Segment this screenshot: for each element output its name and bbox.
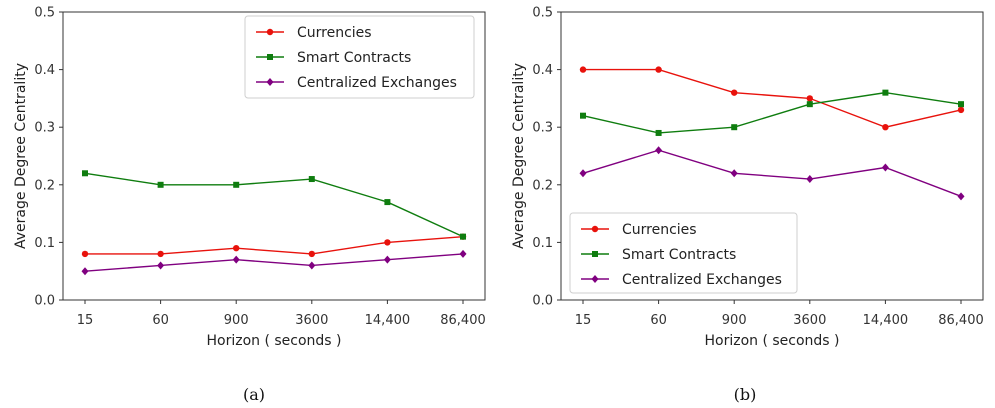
data-point (806, 95, 813, 102)
legend: Currencies Smart Contracts Centralized Exc… (569, 212, 798, 294)
data-point (957, 106, 965, 114)
data-point (157, 181, 164, 188)
x-tick-label: 60 (650, 313, 667, 328)
series-currencies (81, 233, 467, 258)
data-point (579, 66, 587, 73)
legend-label: Smart Contracts (622, 247, 736, 263)
data-point (157, 250, 164, 258)
data-point (308, 250, 315, 258)
y-tick-label: 0.2 (532, 178, 553, 193)
series-line (84, 172, 464, 238)
legend-box (569, 212, 798, 294)
legend-box (244, 15, 475, 99)
series-line (582, 91, 962, 134)
x-tick-label: 15 (77, 313, 94, 328)
y-tick-label: 0.5 (34, 6, 55, 21)
data-point (232, 255, 240, 264)
data-point (730, 169, 738, 178)
legend-label: Centralized Exchanges (622, 272, 782, 288)
data-point (655, 146, 663, 155)
legend-marker (266, 28, 274, 36)
data-point (882, 89, 889, 96)
legend-marker (592, 251, 598, 257)
y-tick-label: 0.4 (532, 63, 553, 78)
series-currencies (579, 66, 965, 131)
chart-panel-1: 0.0 0.1 0.2 0.3 0.4 0.5 15 60 900 3600 14,400 86,40… (13, 6, 486, 405)
x-tick-label: 900 (224, 313, 249, 328)
x-tick-label: 86,400 (440, 313, 486, 328)
series-smart-contracts (580, 89, 964, 136)
legend-label: Currencies (622, 222, 697, 238)
series-centralized-exchanges (579, 146, 965, 201)
legend: Currencies Smart Contracts Centralized Exc… (244, 15, 475, 99)
legend-marker (266, 78, 274, 86)
panel-label: (b) (734, 385, 757, 404)
data-point (81, 267, 89, 276)
y-tick-label: 0.1 (34, 236, 55, 251)
legend-label: Smart Contracts (297, 50, 411, 66)
x-tick-label: 3600 (793, 313, 826, 328)
x-tick-label: 14,400 (365, 313, 411, 328)
legend-label: Currencies (297, 25, 372, 41)
data-point (157, 261, 165, 270)
data-point (806, 175, 814, 184)
y-tick-label: 0.0 (34, 294, 55, 309)
y-axis-label: Average Degree Centrality (13, 63, 29, 249)
data-point (882, 124, 889, 131)
data-point (731, 89, 738, 96)
y-tick-label: 0.2 (34, 178, 55, 193)
data-point (459, 249, 467, 258)
y-tick-label: 0.1 (532, 236, 553, 251)
data-point (655, 66, 662, 73)
data-point (384, 239, 391, 246)
y-tick-label: 0.3 (532, 121, 553, 136)
data-point (308, 176, 315, 183)
x-tick-label: 14,400 (863, 313, 909, 328)
data-point (82, 170, 88, 177)
data-point (958, 101, 964, 108)
data-point (460, 233, 466, 240)
data-point (579, 169, 587, 178)
series-line (582, 149, 962, 197)
y-tick-label: 0.3 (34, 121, 55, 136)
x-tick-label: 3600 (295, 313, 328, 328)
data-point (233, 181, 240, 188)
x-axis-label: Horizon ( seconds ) (206, 333, 341, 349)
legend-marker (267, 54, 273, 60)
y-tick-label: 0.5 (532, 6, 553, 21)
data-point (308, 261, 316, 270)
data-point (81, 250, 89, 258)
data-point (383, 255, 391, 264)
x-tick-label: 900 (722, 313, 747, 328)
data-point (580, 112, 586, 119)
series-smart-contracts (82, 170, 466, 240)
series-line (85, 235, 464, 255)
data-point (957, 192, 965, 201)
x-tick-label: 15 (575, 313, 592, 328)
data-point (881, 163, 889, 172)
data-point (655, 129, 662, 136)
x-tick-label: 60 (152, 313, 169, 328)
data-point (731, 124, 738, 131)
plot-frame (62, 11, 486, 301)
chart-panel-2: 0.0 0.1 0.2 0.3 0.4 0.5 15 60 900 3600 14,400 86,40… (511, 6, 984, 405)
data-point (233, 244, 240, 252)
y-tick-label: 0.4 (34, 63, 55, 78)
y-tick-label: 0.0 (532, 294, 553, 309)
x-axis-label: Horizon ( seconds ) (704, 333, 839, 349)
legend-marker (591, 225, 599, 233)
y-axis-label: Average Degree Centrality (511, 63, 527, 249)
data-point (806, 101, 813, 108)
legend-marker (591, 275, 599, 283)
panel-label: (a) (243, 385, 265, 404)
data-point (384, 199, 391, 206)
series-line (84, 253, 464, 272)
plot-frame (560, 11, 984, 301)
series-line (583, 68, 962, 128)
series-centralized-exchanges (81, 249, 467, 276)
legend-label: Centralized Exchanges (297, 75, 457, 91)
x-tick-label: 86,400 (938, 313, 984, 328)
